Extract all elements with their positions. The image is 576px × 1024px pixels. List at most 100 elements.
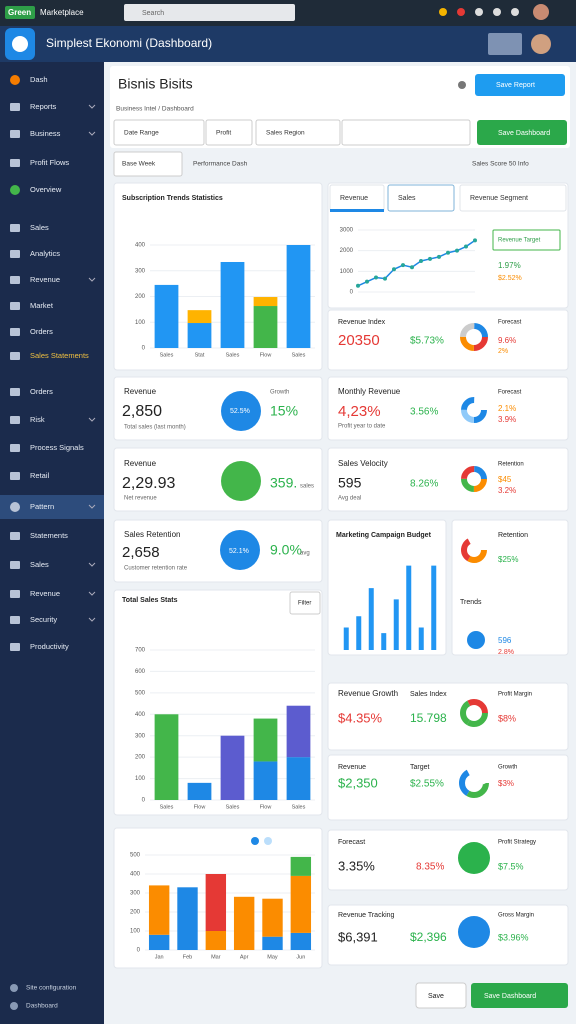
footer-cancel-text: Save [428,993,444,1000]
chevron [88,562,96,567]
card-text: Revenue Growth [338,689,398,698]
sidebar-item[interactable]: Security [30,615,57,624]
line-point [419,259,423,263]
sidebar-item[interactable]: Orders [30,387,53,396]
sidebar-item[interactable]: Pattern [30,502,54,511]
sidebar-item[interactable]: Productivity [30,642,69,651]
sidebar-item[interactable]: Sales Statements [30,351,89,360]
search-box[interactable] [124,4,295,21]
topbar-icon [511,8,519,16]
tab[interactable] [387,184,455,212]
bar [418,627,424,650]
sidebar-icon [10,224,20,232]
save-button[interactable] [475,74,565,96]
legend-dot [264,837,272,845]
card-text: $3.96% [498,932,529,942]
sidebar-icon [10,561,20,569]
card-text: Revenue Index [338,319,386,326]
line-point [356,283,360,288]
sidebar-icon [10,643,20,651]
card-text: 15.798 [410,711,447,725]
filter-text: Date Range [124,130,159,137]
sidebar-footer-icon [10,1002,18,1010]
line-point [401,263,405,268]
y-tick-label: 300 [130,891,141,897]
card-text: $2.55% [410,779,444,790]
tab-text: Revenue [340,195,368,202]
sidebar-icon [10,616,20,624]
donut-segment [460,323,488,351]
sidebar-item[interactable]: Market [30,301,54,310]
sidebar-item[interactable]: Statements [30,531,68,540]
line-point [428,256,432,261]
card-text: 2.1% [498,404,516,413]
target-box [492,229,561,251]
sidebar-item[interactable]: Risk [30,415,45,424]
y-tick-label: 400 [135,712,146,718]
chevron [88,617,96,622]
filter[interactable] [205,119,253,146]
sidebar-item[interactable]: Business [30,129,61,138]
sidebar-icon [10,502,20,512]
card-text: $5.73% [410,336,444,347]
sidebar-item[interactable]: Process Signals [30,443,84,452]
period-text: Base Week [122,161,156,168]
tab[interactable] [459,184,567,212]
sidebar [0,62,104,1024]
sidebar-item[interactable]: Sales [30,223,49,232]
sidebar-item[interactable]: Analytics [30,249,60,258]
footer-save[interactable] [471,983,568,1008]
sidebar-item[interactable]: Orders [30,327,53,336]
bar [205,874,227,931]
sidebar-item[interactable]: Retail [30,471,50,480]
sidebar-item[interactable]: Revenue [30,275,60,284]
filter-button[interactable] [289,591,321,615]
bar [286,705,311,758]
sidebar-icon [10,388,20,396]
card-text: Revenue Tracking [338,912,395,919]
x-tick-label: Sales [160,352,174,358]
line-point [383,276,387,281]
sidebar-item[interactable]: Reports [30,102,57,111]
period-select[interactable] [113,151,183,177]
card-text: 2,850 [122,403,162,420]
topbar-icon [439,8,447,16]
sidebar-item[interactable]: Overview [30,185,62,194]
card-text: $6,391 [338,929,378,944]
sidebar-item[interactable]: Profit Flows [30,158,69,167]
x-tick-label: Stat [195,352,205,358]
x-tick-label: Flow [194,804,206,810]
line-point [446,250,450,255]
y-tick-label: 0 [142,798,146,804]
filter[interactable] [113,119,205,146]
save-dashboard[interactable] [477,120,567,145]
bar [253,718,278,762]
line-point [410,265,414,270]
sidebar-item[interactable]: Sales [30,560,49,569]
card [113,376,323,441]
card [327,682,569,751]
card-text: Sales Velocity [338,459,388,468]
y-tick-label: 200 [130,910,141,916]
bar [187,310,212,324]
legend-dot [251,837,259,845]
donut-segment [460,323,488,351]
y-tick-label: 1000 [340,269,354,275]
chevron [88,417,96,422]
save-button-text: Save Report [496,82,535,89]
filter-wide[interactable] [341,119,471,146]
card-text: 4,23% [338,403,381,420]
sidebar-icon [10,590,20,598]
tab-text: Sales [398,195,416,202]
sidebar-item[interactable]: Dash [30,75,48,84]
logo-mark [12,36,28,52]
bar [290,875,312,933]
sidebar-item[interactable]: Revenue [30,589,60,598]
footer-cancel[interactable] [415,982,467,1009]
card-text: Growth [270,390,289,396]
badge-text: Green [8,8,31,17]
bar [343,627,349,650]
x-tick-label: Flow [260,352,272,358]
sidebar-icon [10,328,20,336]
filter[interactable] [255,119,341,146]
